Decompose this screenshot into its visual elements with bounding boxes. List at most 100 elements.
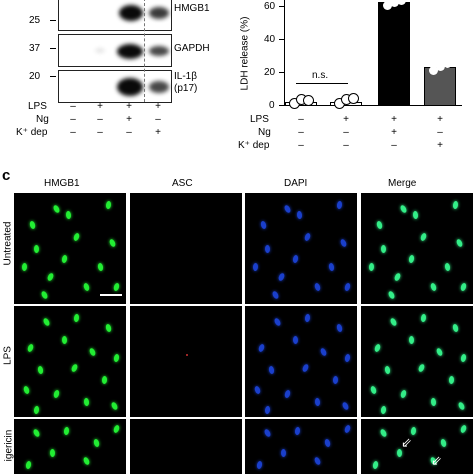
data-point <box>428 65 438 75</box>
nucleus <box>28 220 37 230</box>
data-point <box>302 94 314 106</box>
nucleus <box>343 424 352 434</box>
nucleus <box>460 353 467 363</box>
band <box>149 81 169 93</box>
nucleus <box>92 438 101 448</box>
row-label-untreated: Untreated <box>2 221 14 266</box>
micro-panel-lps-hmgb1 <box>14 306 126 417</box>
band <box>119 5 143 21</box>
nucleus <box>457 401 466 411</box>
nucleus <box>268 365 275 375</box>
wb-condition-3-1: – <box>70 127 76 138</box>
ldh-condition-3-4: + <box>437 140 443 151</box>
nucleus <box>26 343 35 353</box>
ldh-condition-1-1: – <box>298 114 304 125</box>
blot-gapdh <box>58 34 172 67</box>
nucleus <box>112 424 121 434</box>
nucleus <box>435 347 444 357</box>
nucleus <box>451 323 460 333</box>
band <box>149 7 169 19</box>
ldh-condition-3-2: – <box>343 140 349 151</box>
data-point <box>442 59 452 69</box>
panel-label-c: c <box>2 167 11 184</box>
nucleus <box>459 424 468 434</box>
micro-panel-igericin-hmgb1 <box>14 419 126 474</box>
nucleus <box>410 426 417 436</box>
wb-condition-1-2: + <box>97 101 103 112</box>
marker-20: 20 <box>29 71 41 82</box>
ns-bracket <box>296 83 348 84</box>
micro-panel-lps-dapi <box>245 306 357 417</box>
marker-tick <box>50 48 56 49</box>
nucleus <box>455 238 464 248</box>
wb-condition-2-1: – <box>70 114 76 125</box>
nucleus <box>304 313 311 323</box>
row-label-lps: LPS <box>2 346 14 365</box>
wb-condition-3-4: + <box>155 127 161 138</box>
band <box>117 78 143 96</box>
nucleus <box>52 204 61 214</box>
nucleus <box>408 254 415 264</box>
nucleus <box>72 232 81 242</box>
micro-panel-untreated-hmgb1 <box>14 193 126 304</box>
nucleus <box>253 385 262 395</box>
y-axis <box>284 0 285 106</box>
wb-condition-2-3: + <box>126 114 132 125</box>
nucleus <box>83 397 90 407</box>
nucleus <box>408 335 415 345</box>
nucleus <box>263 428 272 438</box>
nucleus <box>108 238 117 248</box>
wb-condition-kdep: K⁺ dep <box>16 127 48 138</box>
nucleus <box>393 272 402 282</box>
wb-condition-2-2: – <box>97 114 103 125</box>
protein-label-hmgb1: HMGB1 <box>174 3 210 14</box>
nucleus <box>82 282 91 292</box>
nucleus <box>37 365 44 375</box>
arrow-icon: ⇙ <box>431 454 442 469</box>
micro-panel-igericin-dapi <box>245 419 357 474</box>
nucleus <box>97 262 104 272</box>
wb-condition-3-3: – <box>126 127 132 138</box>
nucleus <box>61 335 68 345</box>
nucleus <box>42 317 51 327</box>
nucleus <box>439 438 448 448</box>
nucleus <box>384 365 391 375</box>
band <box>95 48 105 53</box>
nucleus <box>375 220 384 230</box>
nucleus <box>280 448 287 458</box>
nucleus <box>430 397 437 407</box>
splice-line <box>144 0 145 102</box>
nucleus <box>52 389 61 399</box>
data-point <box>347 92 359 104</box>
nucleus <box>283 389 292 399</box>
nucleus <box>104 323 113 333</box>
micro-panel-untreated-asc <box>130 193 242 304</box>
nucleus <box>292 254 299 264</box>
marker-37: 37 <box>29 43 41 54</box>
nucleus <box>452 200 459 210</box>
x-axis <box>284 105 462 106</box>
nucleus <box>264 244 271 254</box>
asc-speck <box>186 354 188 356</box>
nucleus <box>412 210 419 220</box>
nucleus <box>369 385 378 395</box>
nucleus <box>252 262 259 272</box>
nucleus <box>49 448 56 458</box>
ldh-condition-1-2: + <box>343 114 349 125</box>
protein-label-il1b: IL-1β <box>174 71 197 82</box>
blot-hmgb1 <box>58 0 172 31</box>
nucleus <box>380 244 387 254</box>
ldh-condition-2-1: – <box>298 127 304 138</box>
ldh-condition-2-3: + <box>391 127 397 138</box>
nucleus <box>373 343 382 353</box>
micro-panel-lps-merge <box>361 306 473 417</box>
nucleus <box>313 456 322 466</box>
marker-tick <box>50 76 56 77</box>
nucleus <box>271 290 280 300</box>
micro-panel-untreated-dapi <box>245 193 357 304</box>
nucleus <box>420 313 427 323</box>
wb-condition-ng: Ng <box>36 114 49 125</box>
nucleus <box>399 389 408 399</box>
ldh-condition-ng: Ng <box>258 127 271 138</box>
y-tick <box>279 105 285 106</box>
